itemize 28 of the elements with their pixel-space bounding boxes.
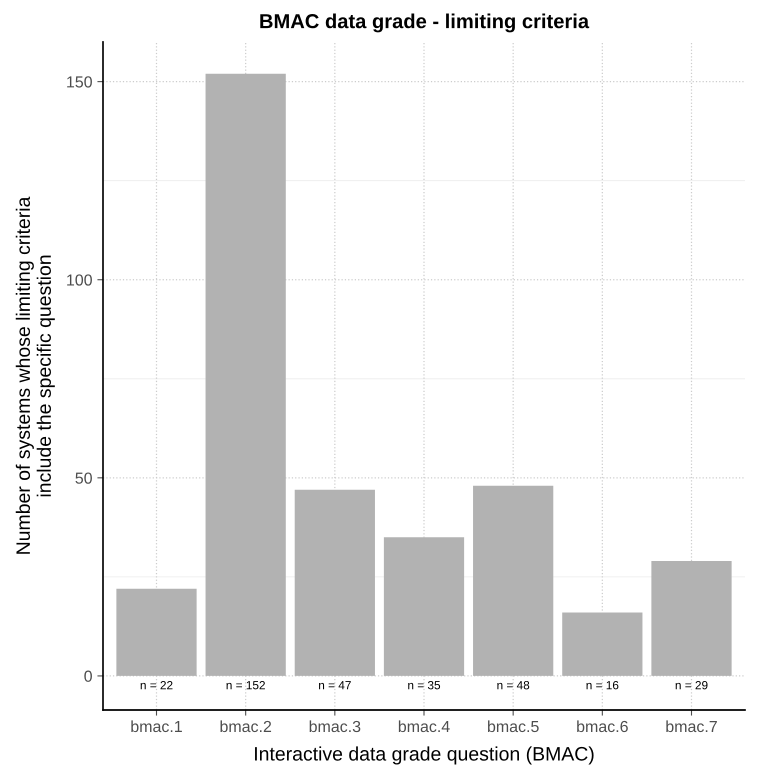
bar (116, 588, 197, 676)
bar (562, 612, 642, 676)
y-tick-label: 100 (67, 274, 92, 286)
y-tick-label: 0 (84, 670, 92, 682)
data-label: n = 16 (586, 680, 618, 690)
data-label: n = 152 (226, 680, 265, 690)
x-tick-label: bmac.7 (666, 720, 717, 732)
bar (294, 490, 375, 676)
x-axis-title: Interactive data grade question (BMAC) (255, 746, 594, 765)
x-tick-label: bmac.3 (310, 720, 360, 732)
data-label: n = 48 (497, 680, 530, 690)
x-tick-label: bmac.2 (220, 720, 272, 732)
x-tick-label: bmac.1 (131, 720, 182, 732)
x-tick-label: bmac.4 (398, 720, 450, 732)
bar (651, 561, 732, 676)
y-axis-title: Number of systems whose limiting criteria include the specific question (16, 196, 55, 554)
x-tick-label: bmac.6 (577, 720, 628, 732)
y-tick-label: 50 (75, 472, 92, 484)
y-tick-label: 150 (67, 76, 92, 88)
bar (206, 74, 286, 676)
data-label: n = 35 (408, 680, 440, 690)
bar (473, 486, 554, 676)
bar (384, 537, 464, 676)
data-label: n = 29 (676, 680, 708, 690)
data-label: n = 47 (319, 681, 351, 690)
data-label: n = 22 (140, 680, 172, 690)
x-tick-label: bmac.5 (488, 720, 539, 732)
chart-title: BMAC data grade - limiting criteria (260, 14, 590, 32)
